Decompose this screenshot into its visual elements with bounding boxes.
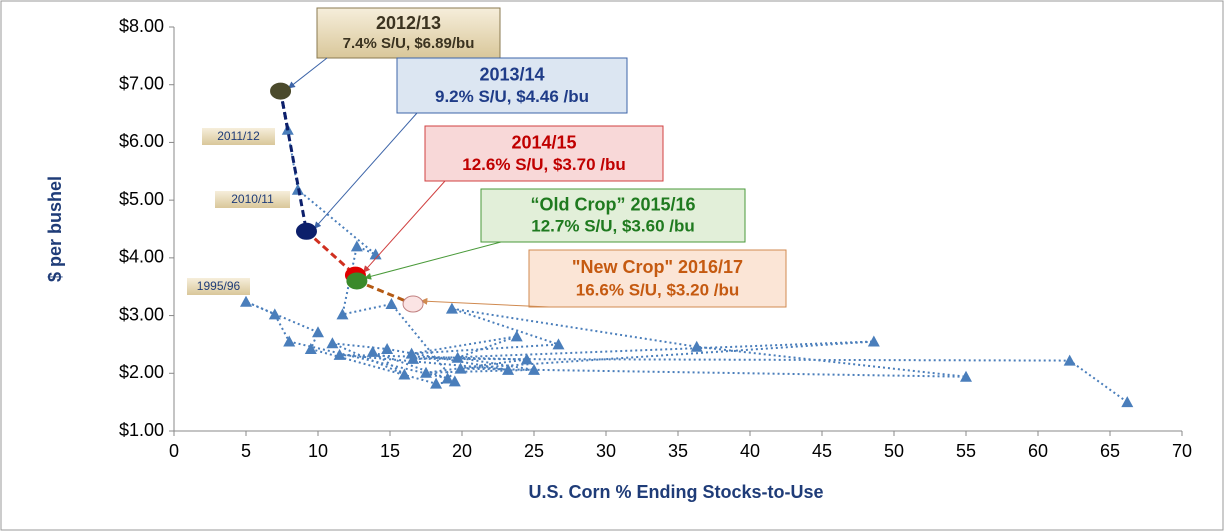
y-tick-label: $4.00 (119, 247, 164, 267)
x-tick-label: 15 (380, 441, 400, 461)
x-axis-label: U.S. Corn % Ending Stocks-to-Use (528, 482, 823, 502)
annotation-box (215, 191, 290, 208)
callout-box (424, 125, 664, 182)
triangle-point (405, 347, 418, 359)
triangle-point (336, 308, 349, 320)
callout-text: 12.7% S/U, $3.60 /bu (531, 217, 694, 236)
triangle-point (867, 335, 880, 347)
x-tick-label: 0 (169, 441, 179, 461)
callout-box (480, 188, 746, 243)
triangle-point (430, 377, 443, 389)
x-tick-label: 45 (812, 441, 832, 461)
triangle-point (312, 326, 324, 338)
annotation-box (187, 278, 250, 295)
x-tick-label: 70 (1172, 441, 1192, 461)
x-tick-label: 25 (524, 441, 544, 461)
highlight-connector (279, 90, 308, 232)
triangle-point (510, 330, 523, 342)
callout-text: 7.4% S/U, $6.89/bu (343, 35, 475, 52)
x-tick-label: 35 (668, 441, 688, 461)
callout-title: “Old Crop” 2015/16 (530, 195, 695, 215)
x-tick-label: 60 (1028, 441, 1048, 461)
annotation-box (202, 128, 275, 145)
callout-text: 12.6% S/U, $3.70 /bu (462, 155, 625, 174)
triangle-point (451, 351, 464, 363)
triangle-point (445, 302, 458, 314)
callout-box (528, 249, 787, 308)
triangle-point (369, 248, 382, 260)
y-tick-label: $5.00 (119, 189, 164, 209)
y-tick-label: $2.00 (119, 362, 164, 382)
triangle-point (385, 298, 398, 310)
triangle-point (552, 338, 565, 350)
y-tick-label: $1.00 (119, 420, 164, 440)
x-tick-label: 10 (308, 441, 328, 461)
triangle-point (528, 363, 540, 375)
triangle-point (690, 340, 703, 352)
triangle-point (366, 345, 379, 357)
callout-box (396, 57, 628, 114)
x-tick-label: 40 (740, 441, 760, 461)
triangle-point (304, 343, 317, 355)
y-axis-label: $ per bushel (45, 176, 65, 282)
x-tick-label: 5 (241, 441, 251, 461)
triangle-point (520, 353, 533, 365)
y-tick-label: $8.00 (119, 16, 164, 36)
triangle-point (240, 295, 252, 307)
y-tick-label: $7.00 (119, 73, 164, 93)
triangle-point (381, 343, 394, 355)
callout-arrow (362, 180, 446, 273)
annotation: 2011/12 (217, 129, 260, 143)
triangle-point (268, 308, 281, 320)
highlight-point (295, 222, 317, 240)
x-tick-label: 65 (1100, 441, 1120, 461)
triangle-point (960, 370, 972, 382)
triangle-point (326, 337, 339, 349)
callout-title: 2014/15 (511, 132, 576, 152)
callout-text: 16.6% S/U, $3.20 /bu (576, 281, 739, 300)
triangle-point (1063, 354, 1076, 366)
y-tick-label: $6.00 (119, 131, 164, 151)
callout-title: "New Crop" 2016/17 (572, 257, 743, 277)
triangle-point (283, 335, 296, 347)
triangle-point (398, 368, 411, 380)
triangle-point (502, 363, 515, 375)
triangle-point (420, 366, 432, 378)
callout-arrow (420, 297, 550, 308)
x-tick-label: 30 (596, 441, 616, 461)
triangle-point (448, 375, 461, 387)
x-tick-label: 20 (452, 441, 472, 461)
x-tick-label: 55 (956, 441, 976, 461)
triangle-point (441, 372, 454, 384)
triangle-point (333, 348, 346, 360)
callout-title: 2012/13 (376, 13, 441, 33)
x-tick-label: 50 (884, 441, 904, 461)
highlight-point (270, 82, 292, 100)
highlight-point (402, 295, 424, 313)
triangle-point (1121, 396, 1134, 408)
triangle-point (350, 240, 363, 252)
triangle-point (454, 362, 467, 374)
annotation: 1995/96 (197, 279, 241, 293)
callout-arrow (364, 241, 502, 280)
callout-box (316, 7, 501, 59)
callout-arrow (314, 112, 418, 229)
annotation: 2010/11 (231, 192, 274, 206)
callout-arrow (288, 57, 328, 89)
callout-title: 2013/14 (479, 64, 544, 84)
highlight-connector (279, 90, 290, 131)
highlight-point (346, 272, 368, 290)
callout-text: 9.2% S/U, $4.46 /bu (435, 87, 589, 106)
y-tick-label: $3.00 (119, 304, 164, 324)
